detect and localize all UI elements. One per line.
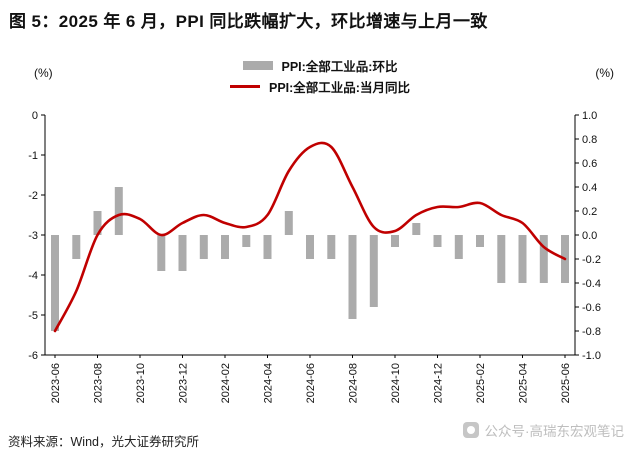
right-axis-unit: (%) bbox=[595, 66, 614, 80]
mom-bar bbox=[539, 235, 548, 283]
x-tick-label: 2023-06 bbox=[50, 363, 62, 403]
svg-text:-1.0: -1.0 bbox=[582, 350, 601, 362]
mom-bar bbox=[412, 223, 421, 235]
svg-text:-0.2: -0.2 bbox=[582, 254, 601, 266]
mom-bar bbox=[284, 211, 293, 235]
svg-text:-6: -6 bbox=[28, 350, 38, 362]
source-note: 资料来源：Wind，光大证券研究所 bbox=[8, 435, 199, 449]
x-axis: 2023-06 2023-08 2023-10 2023-12 2024-02 2024-… bbox=[50, 355, 572, 403]
mom-bar bbox=[114, 187, 123, 235]
x-tick-label: 2024-06 bbox=[305, 363, 317, 403]
mom-bar bbox=[306, 235, 314, 259]
x-tick-label: 2024-04 bbox=[263, 363, 275, 403]
mom-bar bbox=[348, 235, 357, 319]
mom-bar bbox=[497, 235, 506, 283]
legend-item-yoy: PPI:全部工业品:当月同比 bbox=[230, 78, 410, 95]
svg-text:0.0: 0.0 bbox=[582, 230, 597, 242]
svg-text:-0.8: -0.8 bbox=[582, 326, 601, 338]
left-axis-unit: (%) bbox=[34, 66, 53, 80]
mom-bar bbox=[369, 235, 378, 307]
x-tick-label: 2024-02 bbox=[220, 363, 232, 403]
left-axis: 0 -1 -2 -3 -4 -5 -6 bbox=[28, 110, 45, 362]
svg-text:-1: -1 bbox=[28, 150, 38, 162]
svg-text:-0.6: -0.6 bbox=[582, 302, 601, 314]
mom-bar bbox=[242, 235, 251, 247]
mom-bar bbox=[93, 211, 102, 235]
x-tick-label: 2025-06 bbox=[560, 363, 572, 403]
watermark-logo-icon bbox=[462, 422, 479, 438]
watermark-text: 公众号·高瑞东宏观笔记 bbox=[484, 424, 625, 439]
mom-bar bbox=[72, 235, 81, 259]
mom-bar bbox=[476, 235, 484, 247]
svg-text:1.0: 1.0 bbox=[582, 110, 597, 122]
mom-bar bbox=[454, 235, 463, 259]
x-tick-label: 2023-12 bbox=[178, 363, 190, 403]
mom-bar bbox=[327, 235, 336, 259]
svg-text:0.6: 0.6 bbox=[582, 158, 597, 170]
mom-bar bbox=[263, 235, 272, 259]
svg-text:-0.4: -0.4 bbox=[582, 278, 601, 290]
svg-text:-2: -2 bbox=[28, 190, 38, 202]
x-tick-label: 2023-08 bbox=[93, 363, 105, 403]
svg-text:-4: -4 bbox=[28, 270, 38, 282]
mom-bar bbox=[433, 235, 442, 247]
mom-bar bbox=[518, 235, 527, 283]
x-tick-label: 2024-10 bbox=[390, 363, 402, 403]
legend-item-mom: PPI:全部工业品:环比 bbox=[242, 57, 398, 74]
x-tick-label: 2023-10 bbox=[135, 363, 147, 403]
mom-bar bbox=[51, 235, 59, 331]
legend-label-mom: PPI:全部工业品:环比 bbox=[281, 60, 398, 74]
svg-text:0.2: 0.2 bbox=[582, 206, 597, 218]
svg-text:0.4: 0.4 bbox=[582, 182, 597, 194]
mom-bar bbox=[391, 235, 399, 247]
mom-bar-swatch-icon bbox=[242, 61, 273, 70]
x-tick-label: 2024-12 bbox=[433, 363, 445, 403]
svg-text:0: 0 bbox=[32, 110, 38, 122]
mom-bar bbox=[157, 235, 166, 271]
x-tick-label: 2025-02 bbox=[475, 363, 487, 403]
figure-title: 图 5：2025 年 6 月，PPI 同比跌幅扩大，环比增速与上月一致 bbox=[9, 12, 488, 31]
x-tick-label: 2025-04 bbox=[518, 363, 530, 403]
svg-text:0.8: 0.8 bbox=[582, 134, 597, 146]
legend: PPI:全部工业品:环比 PPI:全部工业品:当月同比 bbox=[0, 57, 640, 95]
svg-text:-5: -5 bbox=[28, 310, 38, 322]
legend-label-yoy: PPI:全部工业品:当月同比 bbox=[269, 81, 410, 95]
svg-text:-3: -3 bbox=[28, 230, 38, 242]
mom-bar bbox=[178, 235, 187, 271]
ppi-chart-canvas: 0 -1 -2 -3 -4 -5 -6 1.0 0.8 0.6 0.4 0.2 0.0 -0.2 -0.4 -… bbox=[28, 110, 601, 403]
watermark: 公众号·高瑞东宏观笔记 bbox=[460, 419, 626, 441]
yoy-line bbox=[53, 141, 567, 333]
x-tick-label: 2024-08 bbox=[348, 363, 360, 403]
mom-bar bbox=[221, 235, 229, 259]
yoy-line-swatch-icon bbox=[230, 85, 260, 88]
right-axis: 1.0 0.8 0.6 0.4 0.2 0.0 -0.2 -0.4 -0.6 -0.8 -1.0 bbox=[575, 110, 601, 362]
mom-bar bbox=[199, 235, 208, 259]
